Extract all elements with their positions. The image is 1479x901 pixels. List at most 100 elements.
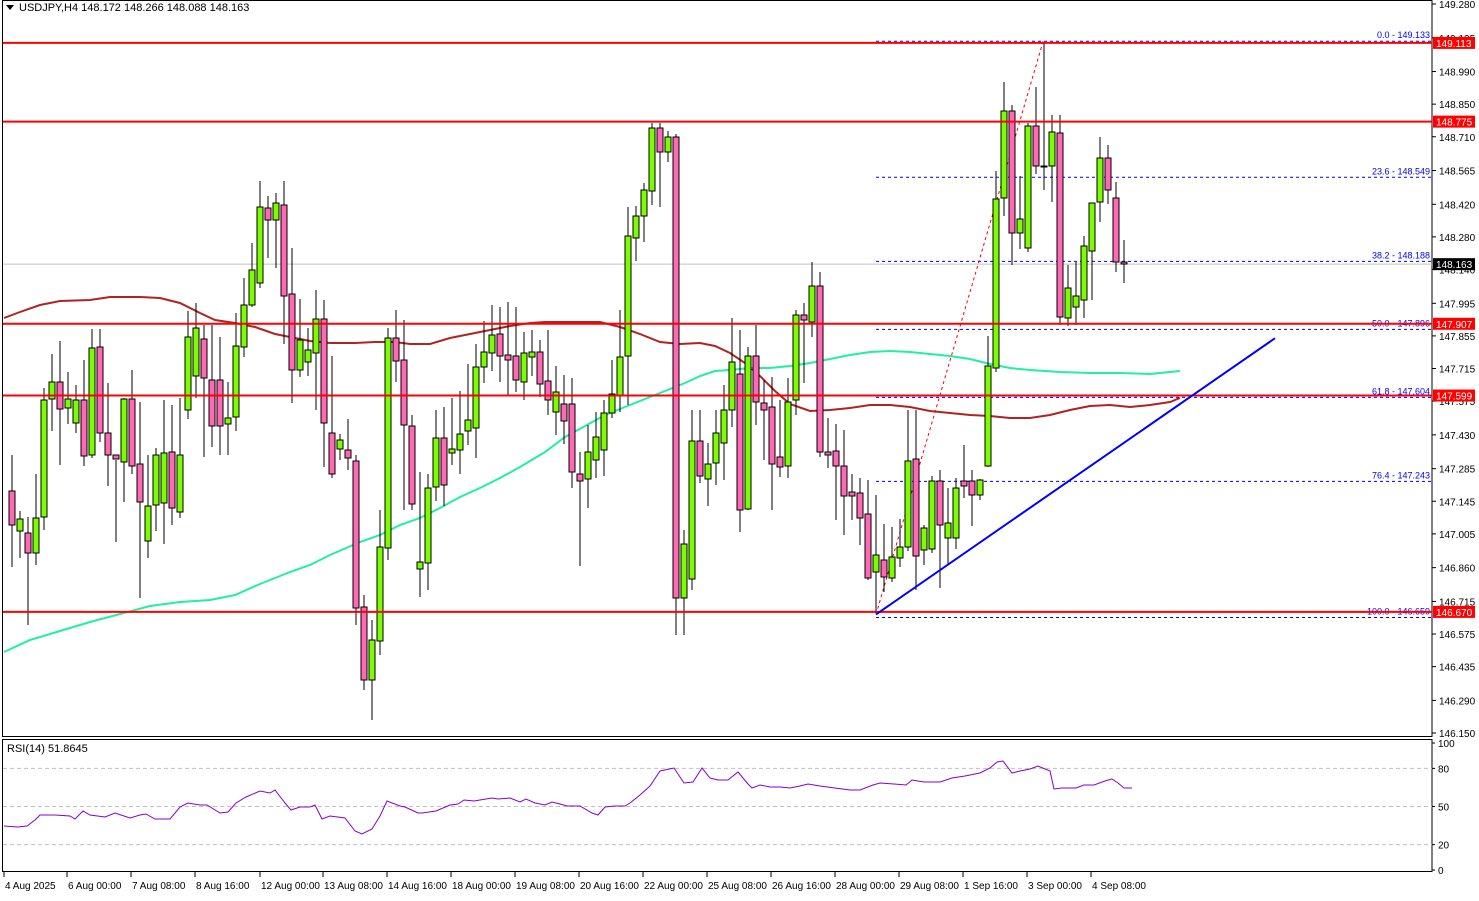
candle-bull — [88, 347, 96, 456]
collapse-triangle-icon[interactable] — [6, 5, 14, 10]
candle-bear — [328, 432, 336, 475]
candle-bull — [448, 448, 456, 454]
candle-bull — [336, 439, 344, 450]
candle-bull — [1072, 295, 1080, 308]
fib-anchor-line[interactable] — [875, 38, 1045, 615]
chart-title: USDJPY,H4 148.172 148.266 148.088 148.16… — [6, 2, 249, 14]
candle-bull — [32, 517, 40, 554]
candle-bear — [832, 450, 840, 467]
candle-bear — [352, 460, 360, 609]
time-tick-label: 22 Aug 00:00 — [644, 881, 703, 892]
candle-bull — [464, 419, 472, 432]
candle-bull — [192, 327, 200, 377]
fib-level-label: 76.4 - 147.243 — [1372, 470, 1430, 480]
candle-bear — [912, 458, 920, 557]
candle-bull — [72, 399, 80, 424]
candle-bear — [536, 351, 544, 385]
candle-bull — [1016, 218, 1024, 234]
current-price-label: 148.163 — [1436, 260, 1473, 271]
fib-level-label: 0.0 - 149.133 — [1377, 30, 1430, 40]
candle-bull — [928, 480, 936, 550]
candle-bull — [624, 235, 632, 357]
candle-bear — [752, 355, 760, 403]
candle-bear — [504, 354, 512, 361]
candle-bull — [1024, 125, 1032, 249]
candle-bull — [1096, 157, 1104, 203]
candle-bear — [168, 451, 176, 509]
time-tick-label: 25 Aug 08:00 — [708, 881, 767, 892]
candle-bull — [296, 339, 304, 371]
time-tick-label: 7 Aug 08:00 — [132, 881, 186, 892]
time-tick-label: 4 Aug 2025 — [5, 881, 56, 892]
candle-bull — [872, 554, 880, 573]
price-tick-label: 148.990 — [1439, 68, 1476, 79]
sr-price-label: 147.599 — [1436, 392, 1473, 403]
price-pane-frame — [2, 0, 1433, 737]
candle-bull — [152, 454, 160, 506]
candle-bull — [520, 352, 528, 383]
price-tick-label: 147.715 — [1439, 365, 1476, 376]
candle-bear — [560, 403, 568, 422]
candle-bull — [240, 304, 248, 348]
sr-price-label: 149.113 — [1436, 39, 1472, 50]
time-tick-label: 6 Aug 00:00 — [68, 881, 122, 892]
candle-bear — [1008, 110, 1016, 234]
candle-bear — [864, 513, 872, 579]
candle-bear — [1104, 157, 1112, 191]
candle-bear — [768, 406, 776, 465]
price-tick-label: 147.995 — [1439, 299, 1476, 310]
uptrend-line[interactable] — [875, 337, 1276, 616]
candle-bull — [64, 398, 72, 409]
candle-bear — [392, 337, 400, 362]
candle-bear — [800, 314, 808, 321]
rsi-tick-label: 50 — [1438, 803, 1450, 814]
candle-bull — [304, 349, 312, 363]
candle-bull — [424, 487, 432, 564]
candle-bull — [976, 479, 984, 496]
sr-price-label: 148.775 — [1436, 118, 1473, 129]
candle-bear — [440, 437, 448, 486]
candle-bear — [400, 359, 408, 426]
candle-bear — [672, 136, 680, 599]
candle-bull — [272, 202, 280, 221]
candle-bull — [224, 417, 232, 425]
candle-bull — [1088, 202, 1096, 252]
candle-bull — [992, 198, 1000, 369]
sr-price-label: 146.670 — [1436, 608, 1473, 619]
price-tick-label: 148.420 — [1439, 200, 1476, 211]
rsi-pane-frame — [2, 739, 1433, 872]
time-tick-label: 18 Aug 00:00 — [452, 881, 511, 892]
candle-bull — [648, 127, 656, 192]
candle-bull — [144, 505, 152, 542]
fib-level-label: 61.8 - 147.604 — [1372, 386, 1430, 396]
candle-bull — [368, 639, 376, 681]
candle-bear — [824, 451, 832, 456]
fib-level-label: 38.2 - 148.188 — [1372, 250, 1430, 260]
price-tick-label: 146.290 — [1439, 696, 1476, 707]
price-tick-label: 148.140 — [1439, 266, 1476, 277]
time-tick-label: 4 Sep 08:00 — [1092, 881, 1146, 892]
candle-bull — [896, 546, 904, 559]
candle-bull — [584, 451, 592, 480]
price-tick-label: 148.710 — [1439, 133, 1476, 144]
price-tick-label: 149.280 — [1439, 0, 1476, 11]
time-tick-label: 29 Aug 08:00 — [900, 881, 959, 892]
time-tick-label: 20 Aug 16:00 — [580, 881, 639, 892]
candle-bull — [176, 454, 184, 513]
candle-bull — [552, 391, 560, 413]
candle-bull — [1048, 131, 1056, 167]
time-tick-label: 28 Aug 00:00 — [836, 881, 895, 892]
time-tick-label: 8 Aug 16:00 — [196, 881, 250, 892]
price-tick-label: 147.430 — [1439, 431, 1476, 442]
candle-bull — [608, 393, 616, 414]
sr-price-badge — [1433, 115, 1475, 128]
candle-bear — [96, 346, 104, 434]
candle-bull — [376, 546, 384, 642]
time-tick-label: 3 Sep 00:00 — [1028, 881, 1082, 892]
candle-bear — [1112, 197, 1120, 263]
fib-level-label: 23.6 - 148.549 — [1372, 166, 1430, 176]
candle-bear — [736, 373, 744, 511]
symbol-ohlc-label: USDJPY,H4 148.172 148.266 148.088 148.16… — [19, 2, 250, 14]
